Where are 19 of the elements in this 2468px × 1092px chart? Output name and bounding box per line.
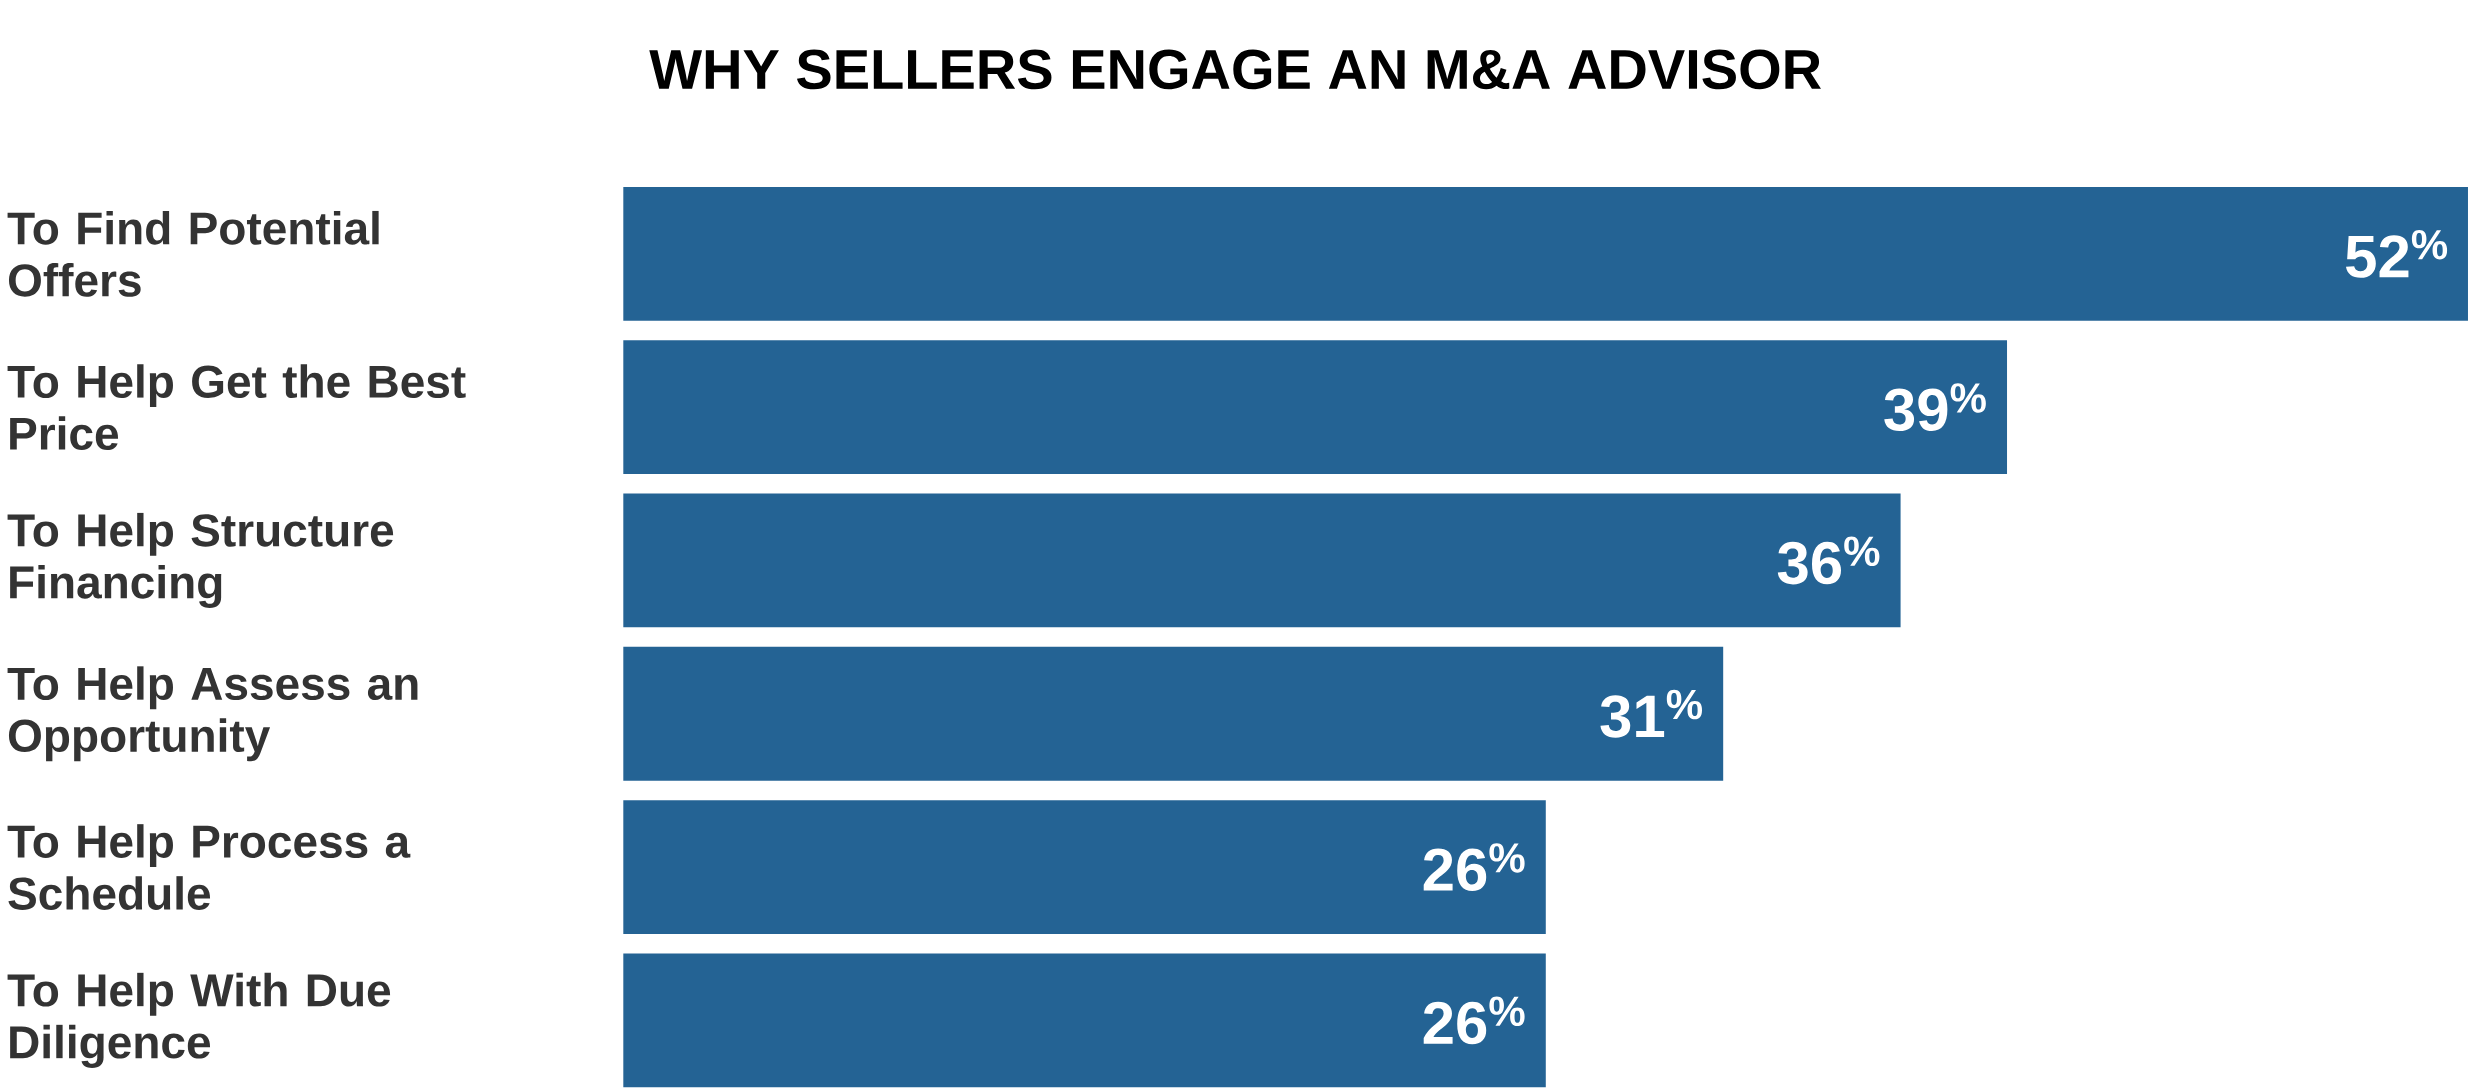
y-tick-label: To Help Assess an Opportunity [7, 666, 418, 762]
y-tick-label: To Help Get the Best Price [7, 364, 466, 451]
bar [623, 493, 1901, 628]
y-tick-label: To Help Process a Schedule [7, 824, 411, 910]
chart-title: WHY SELLERS ENGAGE AN M&A ADVISOR [649, 49, 1821, 90]
bar [623, 646, 1724, 781]
data-label: 39$^{%}$ [1884, 383, 1986, 432]
data-label: 31$^{%}$ [1600, 689, 1703, 738]
data-label: 26$^{%}$ [1423, 996, 1525, 1045]
bar [623, 953, 1546, 1088]
bar [623, 186, 2468, 321]
y-tick-label: To Help Structure Financing [7, 512, 394, 608]
data-label: 36$^{%}$ [1777, 536, 1880, 585]
bar [623, 340, 2008, 475]
data-label: 26$^{%}$ [1423, 843, 1525, 892]
data-label: 52$^{%}$ [2345, 229, 2448, 278]
bar [623, 800, 1546, 934]
y-tick-label: To Help With Due Diligence [7, 972, 391, 1068]
y-tick-label: To Find Potential Offers [7, 210, 379, 297]
